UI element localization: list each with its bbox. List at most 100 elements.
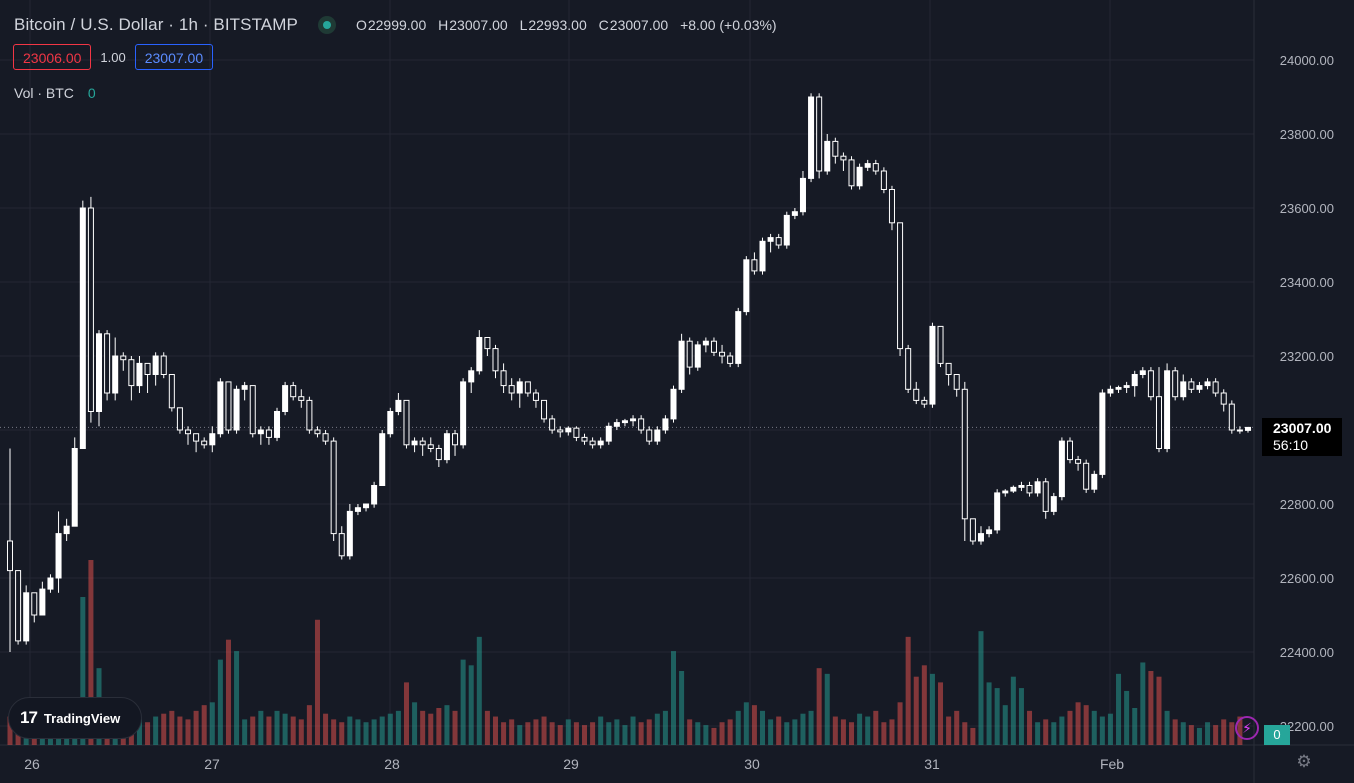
candle-body: [727, 355, 734, 364]
candle-body: [557, 429, 564, 433]
candle-body: [476, 337, 483, 372]
candle-body: [338, 533, 345, 557]
volume-bar: [743, 702, 749, 745]
candle-body: [897, 222, 904, 350]
symbol-title[interactable]: Bitcoin / U.S. Dollar · 1h · BITSTAMP: [14, 15, 298, 34]
candle-body: [719, 351, 726, 357]
high-value: 23007.00: [449, 17, 508, 33]
volume-bar: [306, 705, 312, 745]
volume-bar: [290, 716, 296, 745]
volume-bar: [347, 716, 353, 745]
candle-body: [735, 311, 742, 364]
candle-body: [128, 359, 135, 387]
candle-body: [775, 237, 782, 246]
volume-bar: [1010, 676, 1016, 745]
volume-bar: [193, 710, 199, 745]
candle-body: [209, 433, 216, 446]
price-tick-label: 23200.00: [1280, 349, 1334, 364]
candle-body: [840, 155, 847, 161]
volume-bar: [679, 671, 685, 745]
volume-bar: [1164, 710, 1170, 745]
candle-body: [686, 340, 693, 368]
candle-body: [322, 433, 329, 442]
volume-bar: [250, 716, 256, 745]
volume-legend[interactable]: Vol · BTC 0: [14, 85, 96, 101]
candle-body: [403, 399, 410, 446]
volume-bar: [727, 719, 733, 745]
volume-bar: [768, 719, 774, 745]
candle-body: [411, 440, 418, 446]
candle-body: [864, 163, 871, 168]
candle-body: [986, 529, 993, 535]
candle-body: [832, 140, 839, 157]
last-price-label: 23007.00 56:10: [1262, 418, 1342, 456]
price-tick-label: 22200.00: [1280, 719, 1334, 734]
close-value: 23007.00: [609, 17, 669, 33]
volume-bar: [1229, 722, 1235, 745]
volume-bar: [832, 716, 838, 745]
candle-body: [1010, 486, 1017, 492]
volume-bar: [1075, 702, 1081, 745]
change-value: +8.00 (+0.03%): [680, 17, 777, 33]
candlesticks: [6, 93, 1252, 652]
trade-buttons: 23006.00 1.00 23007.00: [13, 44, 214, 70]
candle-body: [233, 388, 240, 431]
candle-body: [484, 337, 491, 350]
volume-bar: [654, 713, 660, 745]
volume-bar: [938, 682, 944, 745]
volume-bar: [687, 719, 693, 745]
candle-body: [95, 333, 103, 412]
volume-bar: [921, 665, 927, 745]
sell-button[interactable]: 23006.00: [13, 44, 92, 70]
candle-body: [6, 540, 14, 572]
time-tick-label: 31: [924, 756, 940, 772]
volume-bar: [581, 725, 588, 745]
candle-body: [39, 588, 46, 616]
volume-bar: [1051, 722, 1057, 745]
candle-body: [1083, 462, 1090, 490]
candle-body: [314, 429, 321, 435]
volume-bar: [873, 710, 879, 745]
volume-bar: [201, 705, 207, 745]
candle-body: [605, 425, 612, 442]
price-tick-label: 23600.00: [1280, 201, 1334, 216]
time-axis: 26 27 28 29 30 31 Feb: [24, 756, 1124, 772]
low-value: 22993.00: [528, 17, 587, 33]
volume-bar: [1132, 708, 1138, 745]
candle-body: [168, 374, 175, 409]
candle-body: [808, 96, 815, 179]
volume-bar: [339, 722, 345, 745]
ohlc-values: O22999.00 H23007.00 L22993.00 C23007.00 …: [355, 17, 777, 33]
volume-bar: [986, 682, 992, 745]
volume-bar: [1059, 716, 1065, 745]
candle-body: [1196, 385, 1203, 390]
settings-gear-icon[interactable]: ⚙: [1296, 752, 1312, 771]
candle-body: [225, 381, 232, 431]
buy-button[interactable]: 23007.00: [134, 44, 214, 70]
volume-bar: [517, 725, 523, 745]
volume-bar: [760, 710, 766, 745]
candle-body: [298, 396, 305, 401]
time-tick-label: 28: [384, 756, 400, 772]
volume-bar: [452, 710, 458, 745]
candle-body: [1042, 481, 1049, 512]
candle-body: [888, 189, 895, 224]
candle-body: [994, 492, 1001, 531]
tradingview-logo[interactable]: 17 TradingView: [8, 697, 142, 739]
volume-bar: [695, 722, 701, 745]
volume-bar: [1083, 705, 1089, 745]
volume-bar: [266, 716, 272, 745]
candle-body: [136, 362, 143, 387]
lightning-icon[interactable]: ⚡: [1235, 716, 1259, 740]
candle-body: [1212, 381, 1219, 394]
candle-body: [1058, 440, 1065, 498]
volume-bar: [1043, 719, 1049, 745]
volume-bar: [606, 722, 612, 745]
volume-bar: [590, 722, 596, 745]
market-status-icon[interactable]: [317, 16, 336, 34]
candle-body: [435, 448, 442, 461]
candle-body: [23, 592, 30, 642]
volume-bar: [1221, 719, 1227, 745]
volume-bar: [1099, 716, 1105, 745]
